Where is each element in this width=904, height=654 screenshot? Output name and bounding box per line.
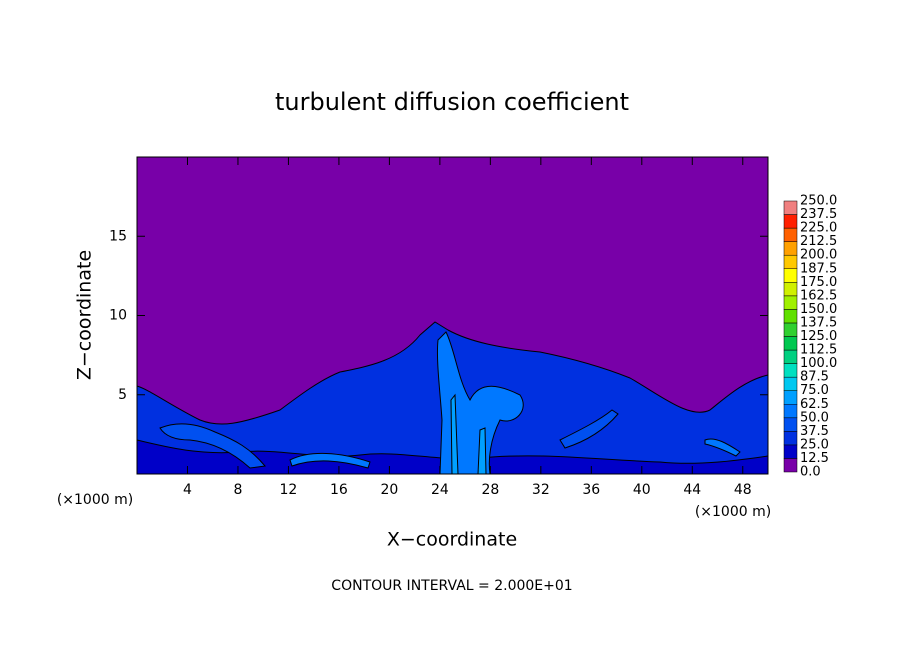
colorbar-swatch (783, 282, 798, 297)
field-region (704, 438, 741, 457)
contour-field (136, 157, 769, 475)
colorbar-label: 225.0 (800, 221, 837, 236)
colorbar-label: 12.5 (800, 451, 829, 466)
y-tick-label: 5 (118, 387, 127, 403)
colorbar-label: 200.0 (800, 248, 837, 263)
colorbar-swatch (783, 458, 798, 473)
colorbar-swatch (783, 227, 798, 242)
colorbar-label: 250.0 (800, 194, 837, 209)
colorbar-swatch (783, 404, 798, 419)
x-tick-label: 40 (633, 482, 651, 498)
colorbar-label: 150.0 (800, 302, 837, 317)
colorbar-label: 62.5 (800, 397, 829, 412)
colorbar-label: 25.0 (800, 437, 829, 452)
x-tick-label: 28 (481, 482, 499, 498)
colorbar-label: 0.0 (800, 465, 821, 480)
x-axis-label: X−coordinate (387, 529, 517, 551)
x-tick-label: 44 (683, 482, 701, 498)
y-tick-label: 10 (109, 308, 127, 324)
colorbar-swatch (783, 349, 798, 364)
x-unit-label: (×1000 m) (57, 492, 133, 508)
x-tick-label: 36 (582, 482, 600, 498)
colorbar-swatch (783, 376, 798, 391)
colorbar-swatch (783, 336, 798, 351)
colorbar-label: 137.5 (800, 315, 837, 330)
colorbar-label: 162.5 (800, 288, 837, 303)
colorbar-label: 100.0 (800, 356, 837, 371)
x-tick-label: 20 (380, 482, 398, 498)
field-region (436, 331, 524, 475)
colorbar-label: 75.0 (800, 383, 829, 398)
x-tick-label: 48 (734, 482, 752, 498)
colorbar-swatch (783, 268, 798, 283)
colorbar-label: 37.5 (800, 424, 829, 439)
colorbar-label: 50.0 (800, 410, 829, 425)
x-tick-label: 24 (431, 482, 449, 498)
colorbar-swatch (783, 309, 798, 324)
colorbar-label: 175.0 (800, 275, 837, 290)
colorbar-label: 87.5 (800, 370, 829, 385)
colorbar-label: 125.0 (800, 329, 837, 344)
x-tick-label: 32 (532, 482, 550, 498)
field-region (559, 409, 619, 449)
y-tick-label: 15 (109, 228, 127, 244)
colorbar-label: 187.5 (800, 261, 837, 276)
colorbar-swatch (783, 363, 798, 378)
colorbar-swatch (783, 431, 798, 446)
colorbar-swatch (783, 390, 798, 405)
colorbar-swatch (783, 200, 798, 215)
colorbar-swatch (783, 295, 798, 310)
colorbar-swatch (783, 241, 798, 256)
colorbar-swatch (783, 254, 798, 269)
x-tick-label: 12 (280, 482, 298, 498)
colorbar-swatch (783, 444, 798, 459)
field-region (159, 423, 266, 469)
colorbar-label: 212.5 (800, 234, 837, 249)
x-tick-label: 16 (330, 482, 348, 498)
x-tick-label: 4 (183, 482, 192, 498)
colorbar-swatch (783, 214, 798, 229)
field-region (289, 453, 371, 469)
x-tick-label: 8 (233, 482, 242, 498)
colorbar-label: 112.5 (800, 343, 837, 358)
chart-title: turbulent diffusion coefficient (275, 88, 629, 116)
colorbar-swatch (783, 322, 798, 337)
colorbar-swatch (783, 417, 798, 432)
x-unit-label: (×1000 m) (695, 504, 771, 520)
contour-note: CONTOUR INTERVAL = 2.000E+01 (331, 578, 572, 594)
colorbar-label: 237.5 (800, 207, 837, 222)
y-axis-label: Z−coordinate (74, 250, 96, 380)
